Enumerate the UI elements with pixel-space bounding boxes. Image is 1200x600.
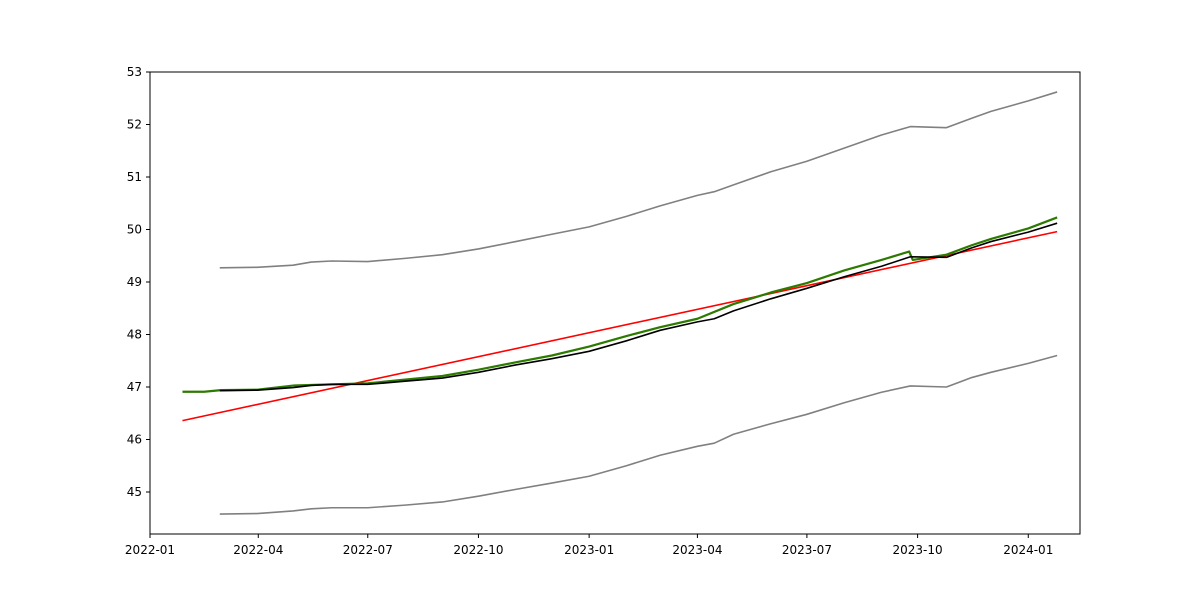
- x-tick-label: 2023-10: [893, 543, 943, 557]
- y-tick-label: 53: [127, 65, 142, 79]
- y-tick-label: 46: [127, 433, 142, 447]
- plot-frame: [149, 71, 1081, 535]
- axes-layer: 45 46 47 48 49 50 51 52 53 2022-01 2022-04 2022-07 2…: [125, 65, 1081, 557]
- series-line-black-series: [219, 222, 1058, 392]
- series-line-lower-band: [219, 354, 1058, 515]
- y-tick-label: 48: [127, 328, 142, 342]
- x-tick-label: 2023-04: [672, 543, 722, 557]
- x-tick-label: 2023-01: [564, 543, 614, 557]
- y-tick-label: 47: [127, 380, 142, 394]
- x-tick-label: 2022-04: [233, 543, 283, 557]
- y-tick-label: 52: [127, 118, 142, 132]
- series-line-upper-band: [219, 91, 1058, 269]
- y-tick-label: 50: [127, 223, 142, 237]
- x-tick-label: 2023-07: [782, 543, 832, 557]
- series-layer: [182, 91, 1058, 515]
- x-tick-label: 2022-07: [343, 543, 393, 557]
- x-tick-label: 2022-01: [125, 543, 175, 557]
- x-tick-label: 2022-10: [453, 543, 503, 557]
- y-tick-label: 45: [127, 485, 142, 499]
- series-line-trend-line: [182, 230, 1058, 422]
- x-tick-label: 2024-01: [1003, 543, 1053, 557]
- y-tick-label: 49: [127, 275, 142, 289]
- y-tick-label: 51: [127, 170, 142, 184]
